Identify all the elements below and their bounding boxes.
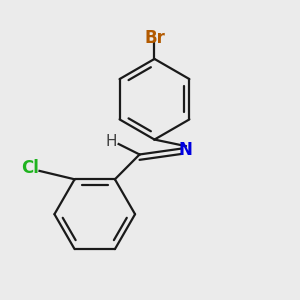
Text: Br: Br bbox=[144, 29, 165, 47]
Text: Cl: Cl bbox=[22, 159, 40, 177]
Text: N: N bbox=[179, 141, 193, 159]
Text: H: H bbox=[105, 134, 117, 148]
